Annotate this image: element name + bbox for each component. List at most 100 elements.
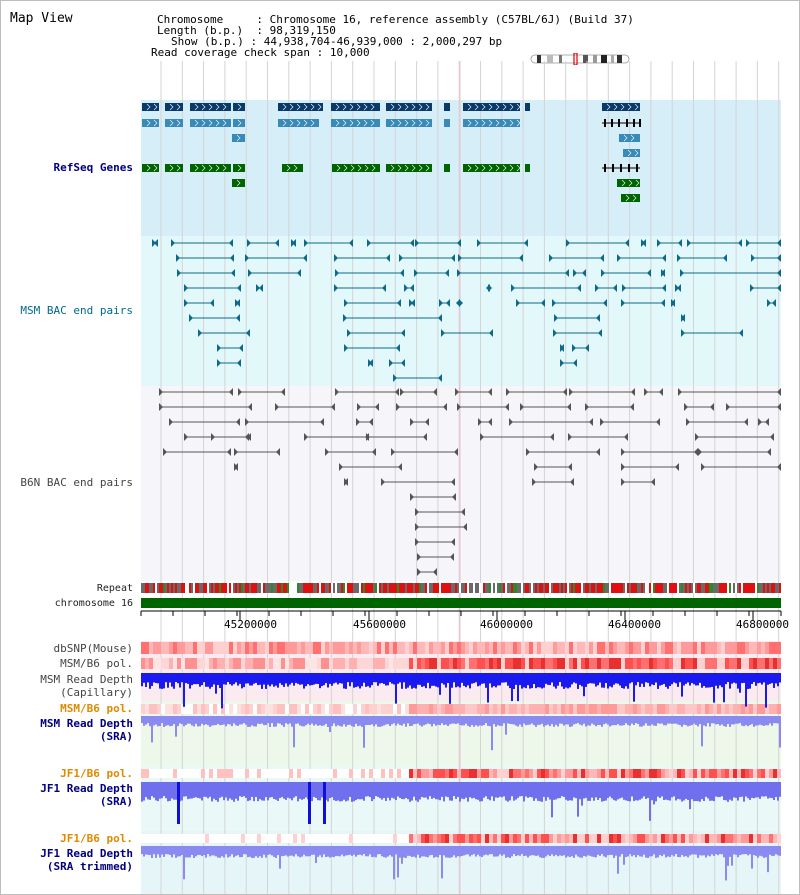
depth-bar — [413, 782, 415, 797]
depth-bar — [443, 673, 445, 685]
depth-bar — [353, 673, 355, 688]
heat-cell — [169, 834, 173, 843]
heat-cell — [725, 642, 729, 654]
heat-cell — [537, 834, 541, 843]
heat-cell — [209, 642, 213, 654]
track-label-msm-depth-capillary[interactable]: MSM Read Depth — [40, 673, 133, 686]
depth-bar — [417, 716, 419, 724]
track-label-msm-b6-pol[interactable]: MSM/B6 pol. — [60, 657, 133, 670]
repeat-segment — [281, 583, 283, 593]
strand-arrow — [509, 119, 514, 127]
b6n-bac-pair-end — [596, 448, 600, 456]
track-label-refseq[interactable]: RefSeq Genes — [53, 161, 133, 174]
b6n-bac-pair-end — [247, 433, 251, 441]
heat-cell — [225, 769, 229, 778]
depth-bar — [287, 782, 289, 798]
heat-cell — [533, 658, 537, 669]
strand-arrow — [418, 103, 423, 111]
heat-cell — [749, 834, 753, 843]
repeat-segment — [767, 583, 769, 593]
heat-cell — [673, 658, 677, 669]
depth-bar — [247, 673, 249, 684]
heat-cell — [573, 704, 577, 714]
depth-bar — [705, 673, 707, 688]
depth-bar — [321, 673, 323, 687]
chromosome-ideogram[interactable] — [529, 53, 631, 65]
heat-cell — [465, 658, 469, 669]
track-label-b6n-bac[interactable]: B6N BAC end pairs — [20, 476, 133, 489]
depth-bar — [459, 782, 461, 802]
heat-cell — [537, 704, 541, 714]
heat-cell — [569, 769, 573, 778]
strand-arrow — [404, 119, 409, 127]
track-label-msm-depth-sra[interactable]: MSM Read Depth — [40, 717, 133, 730]
chromosome-value: Chromosome 16, reference assembly (C57BL… — [269, 13, 634, 26]
depth-bar — [257, 782, 259, 802]
depth-bar — [143, 673, 145, 683]
track-label-jf1-depth-trimmed[interactable]: JF1 Read Depth — [40, 847, 133, 860]
depth-bar — [709, 716, 711, 727]
depth-bar — [675, 673, 677, 684]
depth-bar — [389, 673, 391, 683]
depth-bar — [447, 673, 449, 684]
depth-bar — [707, 673, 709, 688]
msm-bac-pair-end — [303, 254, 307, 262]
depth-bar — [607, 782, 609, 798]
heat-cell — [405, 769, 409, 778]
track-label-jf1-b6-pol[interactable]: JF1/B6 pol. — [60, 767, 133, 780]
msm-bac-pair-end — [746, 239, 750, 247]
msm-bac-pair-end — [541, 299, 545, 307]
track-label-jf1-depth-sra[interactable]: JF1 Read Depth — [40, 782, 133, 795]
track-label-jf1-b6-pol-2[interactable]: JF1/B6 pol. — [60, 832, 133, 845]
heat-cell — [541, 704, 545, 714]
depth-bar — [557, 846, 559, 857]
strand-arrow — [222, 164, 227, 172]
heat-cell — [349, 704, 353, 714]
depth-bar — [283, 673, 285, 687]
depth-bar — [255, 782, 257, 798]
msm-bac-pair-end — [401, 329, 405, 337]
depth-bar — [395, 716, 397, 726]
depth-bar — [653, 716, 655, 726]
track-label-msm-bac[interactable]: MSM BAC end pairs — [20, 304, 133, 317]
heat-cell — [177, 834, 181, 843]
depth-bar — [401, 846, 403, 864]
heat-cell — [381, 704, 385, 714]
strand-arrow — [411, 103, 416, 111]
msm-bac-pair-end — [292, 239, 296, 247]
depth-bar — [773, 846, 775, 856]
heat-cell — [369, 704, 373, 714]
depth-bar — [709, 782, 711, 801]
depth-bar — [555, 716, 557, 725]
depth-bar — [437, 673, 439, 688]
track-label-dbsnp[interactable]: dbSNP(Mouse) — [53, 642, 133, 655]
msm-bac-pair-end — [680, 269, 684, 277]
track-label-repeat[interactable]: Repeat — [96, 583, 133, 594]
exon-mark — [636, 164, 638, 172]
heat-cell — [697, 658, 701, 669]
depth-bar — [621, 716, 623, 726]
chromosome-label: Chromosome — [157, 13, 224, 26]
heat-cell — [561, 834, 565, 843]
depth-bar — [621, 846, 623, 855]
depth-bar — [439, 782, 441, 801]
depth-bar — [341, 673, 343, 684]
depth-bar — [503, 782, 505, 797]
depth-spike — [323, 782, 326, 824]
track-label-msm-b6-pol-2[interactable]: MSM/B6 pol. — [60, 702, 133, 715]
heat-cell — [721, 704, 725, 714]
depth-bar — [279, 716, 281, 724]
heat-cell — [725, 769, 729, 778]
depth-bar — [637, 673, 639, 683]
depth-bar — [269, 716, 271, 727]
b6n-bac-pair-end — [234, 463, 238, 471]
heat-cell — [773, 642, 777, 654]
depth-bar — [153, 673, 155, 683]
gene-block — [190, 103, 231, 111]
depth-bar — [149, 716, 151, 727]
track-label-chromosome[interactable]: chromosome 16 — [54, 598, 133, 609]
strand-arrow — [349, 119, 354, 127]
heat-cell — [613, 658, 617, 669]
depth-bar — [367, 846, 369, 857]
